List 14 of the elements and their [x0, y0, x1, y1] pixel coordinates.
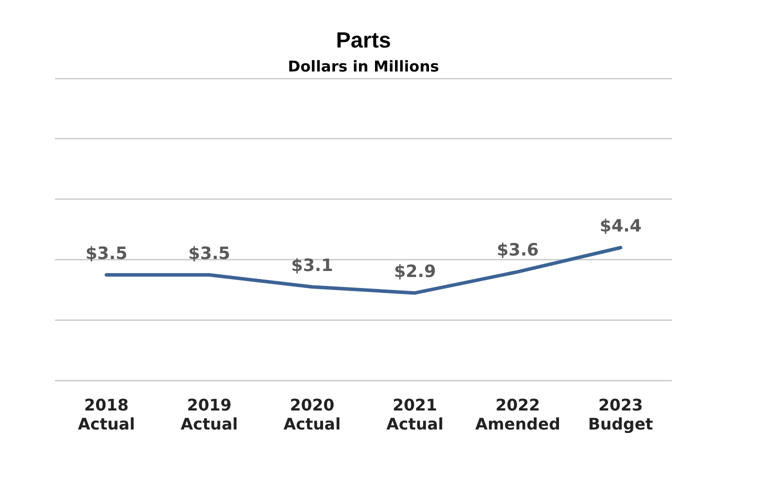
data-label: $4.4	[600, 216, 642, 237]
data-label: $3.5	[188, 244, 230, 264]
data-label: $2.9	[394, 262, 436, 282]
x-tick-label: 2021 Actual	[386, 395, 444, 434]
x-tick-label: 2022 Amended	[475, 395, 560, 434]
x-tick-label: 2020 Actual	[283, 395, 341, 434]
chart-title: Parts	[336, 27, 392, 52]
data-label: $3.5	[85, 244, 128, 264]
x-tick-label: 2018 Actual	[78, 395, 136, 434]
chart-subtitle: Dollars in Millions	[288, 57, 440, 76]
x-tick-label: 2019 Actual	[180, 395, 238, 434]
x-tick-label: 2023 Budget	[588, 395, 654, 434]
data-label: $3.1	[291, 256, 334, 276]
data-label: $3.6	[496, 240, 539, 261]
